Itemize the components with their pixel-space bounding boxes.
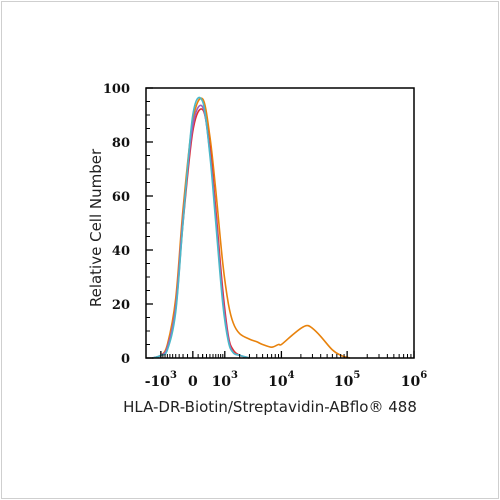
y-tick-label: 20	[112, 298, 130, 313]
y-tick-label: 40	[112, 244, 130, 259]
plot-border	[145, 87, 415, 359]
tick-group: 0 20 40 60 80 100 -103 0 103 104 105 106	[103, 82, 427, 390]
y-tick-label: 60	[112, 190, 130, 205]
x-tick-label: 0	[188, 374, 198, 390]
x-tick-label: 104	[268, 370, 294, 390]
y-tick-label: 100	[103, 82, 130, 97]
series-group	[152, 96, 351, 359]
x-tick-label: -103	[145, 370, 177, 390]
x-axis-title: HLA-DR-Biotin/Streptavidin-ABflo® 488	[123, 398, 417, 416]
y-axis-title: Relative Cell Number	[87, 148, 105, 307]
series-line-4	[152, 96, 250, 359]
x-tick-label: 103	[212, 370, 238, 390]
x-tick-label: 106	[401, 370, 427, 390]
plot-area	[146, 88, 414, 358]
y-tick-label: 0	[121, 352, 130, 367]
y-tick-label: 80	[112, 136, 130, 151]
x-tick-label: 105	[334, 370, 360, 390]
